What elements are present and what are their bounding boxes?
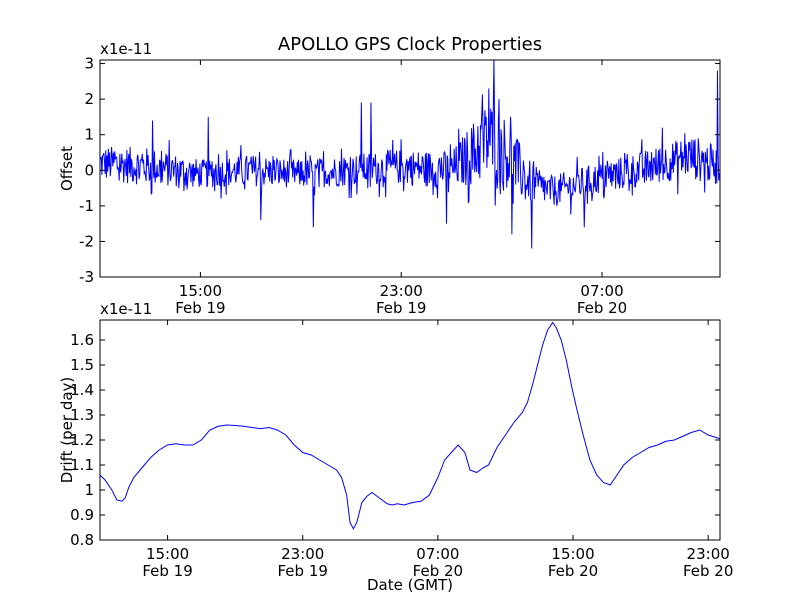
x-tick-label-date: Feb 19	[175, 299, 225, 317]
x-tick-label-date: Feb 20	[683, 562, 733, 580]
y-tick-label: -1	[79, 197, 94, 215]
x-tick-label-time: 07:00	[580, 282, 623, 300]
x-tick-label-date: Feb 19	[376, 299, 426, 317]
y-tick-label: 1.4	[70, 381, 94, 399]
figure-title: APOLLO GPS Clock Properties	[278, 34, 542, 55]
y-tick-label: 1	[84, 481, 94, 499]
y-axis-multiplier: x1e-11	[100, 300, 152, 318]
y-tick-label: 0.8	[70, 531, 94, 549]
y-tick-label: -3	[79, 268, 94, 286]
y-axis-label: Offset	[58, 146, 76, 191]
y-axis-multiplier: x1e-11	[100, 40, 152, 58]
x-tick-label-time: 23:00	[687, 545, 730, 563]
y-tick-label: 1.6	[70, 331, 94, 349]
y-tick-label: 0.9	[70, 506, 94, 524]
y-axis-label: Drift (per day)	[58, 377, 76, 484]
y-tick-label: 3	[84, 55, 94, 73]
y-tick-label: 1.3	[70, 406, 94, 424]
offset-series-line	[100, 60, 720, 249]
x-tick-label-time: 23:00	[380, 282, 423, 300]
y-tick-label: 1.5	[70, 356, 94, 374]
x-tick-label-date: Feb 20	[577, 299, 627, 317]
y-tick-label: 1	[84, 126, 94, 144]
y-tick-label: 1.1	[70, 456, 94, 474]
y-tick-label: -2	[79, 232, 94, 250]
x-axis-label: Date (GMT)	[367, 576, 453, 594]
x-tick-label-date: Feb 20	[548, 562, 598, 580]
plot-frame	[99, 319, 721, 541]
x-tick-label-time: 15:00	[179, 282, 222, 300]
x-tick-label-time: 15:00	[551, 545, 594, 563]
x-tick-label-date: Feb 19	[278, 562, 328, 580]
drift-series-line	[100, 321, 720, 530]
x-tick-label-time: 07:00	[416, 545, 459, 563]
plot-frame	[99, 59, 721, 278]
y-tick-label: 1.2	[70, 431, 94, 449]
x-tick-label-date: Feb 20	[413, 562, 463, 580]
x-tick-label-time: 15:00	[146, 545, 189, 563]
y-tick-label: 0	[84, 161, 94, 179]
y-tick-label: 2	[84, 90, 94, 108]
x-tick-label-date: Feb 19	[142, 562, 192, 580]
x-tick-label-time: 23:00	[281, 545, 324, 563]
